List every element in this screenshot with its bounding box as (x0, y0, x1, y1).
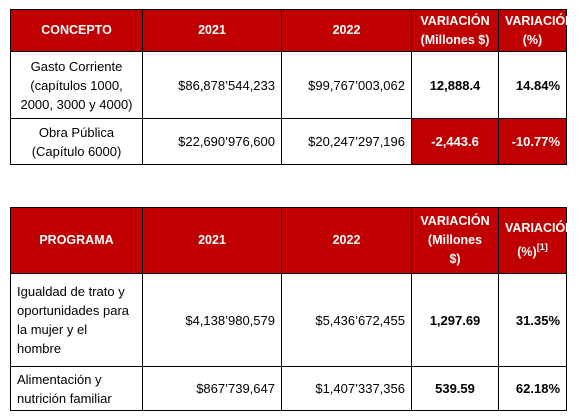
header-2022: 2022 (281, 207, 412, 274)
value-2022: $99,767’003,062 (281, 51, 412, 119)
value-2021: $4,138’980,579 (142, 273, 282, 367)
value-2021: $86,878’544,233 (142, 51, 282, 119)
header-concepto: CONCEPTO (10, 9, 143, 52)
variation-pct: 14.84% (498, 51, 567, 119)
header-variacion-pct: VARIACIÓN (%)[1] (498, 207, 574, 274)
variation-pct: -10.77% (498, 118, 567, 165)
program-cell: Igualdad de trato y oportunidades para la … (10, 273, 143, 367)
variation-millions: 539.59 (411, 366, 499, 411)
value-2022: $5,436’672,455 (281, 273, 412, 367)
header-variacion-millones: VARIACIÓN (Millones $) (411, 9, 499, 52)
header-programa: PROGRAMA (10, 207, 143, 274)
table-row: Obra Pública (Capítulo 6000) $22,690’976,… (10, 118, 567, 165)
program-cell: Alimentación y nutrición familiar (10, 366, 143, 411)
value-2022: $1,407’337,356 (281, 366, 412, 411)
variation-pct: 31.35% (498, 273, 567, 367)
header-2021: 2021 (142, 9, 282, 52)
table-header-row: PROGRAMA 2021 2022 VARIACIÓN (Millones $) … (10, 207, 574, 274)
variation-millions: 1,297.69 (411, 273, 499, 367)
variation-millions: 12,888.4 (411, 51, 499, 119)
table-row: Gasto Corriente (capítulos 1000, 2000, 300… (10, 51, 567, 119)
header-variacion-pct: VARIACIÓN (%) (498, 9, 574, 52)
value-2022: $20,247’297,196 (281, 118, 412, 165)
footnote-ref: [1] (536, 242, 548, 252)
variation-millions: -2,443.6 (411, 118, 499, 165)
table-row: Alimentación y nutrición familiar $867’73… (10, 366, 567, 411)
budget-program-table: PROGRAMA 2021 2022 VARIACIÓN (Millones $) … (10, 207, 574, 411)
table-row: Igualdad de trato y oportunidades para la … (10, 273, 567, 367)
header-variacion-millones: VARIACIÓN (Millones $) (411, 207, 499, 274)
variation-pct: 62.18% (498, 366, 567, 411)
table-header-row: CONCEPTO 2021 2022 VARIACIÓN (Millones $)… (10, 9, 574, 52)
header-2021: 2021 (142, 207, 282, 274)
header-2022: 2022 (281, 9, 412, 52)
concept-cell: Gasto Corriente (capítulos 1000, 2000, 300… (10, 51, 143, 119)
concept-cell: Obra Pública (Capítulo 6000) (10, 118, 143, 165)
value-2021: $22,690’976,600 (142, 118, 282, 165)
value-2021: $867’739,647 (142, 366, 282, 411)
budget-concept-table: CONCEPTO 2021 2022 VARIACIÓN (Millones $)… (10, 9, 574, 165)
